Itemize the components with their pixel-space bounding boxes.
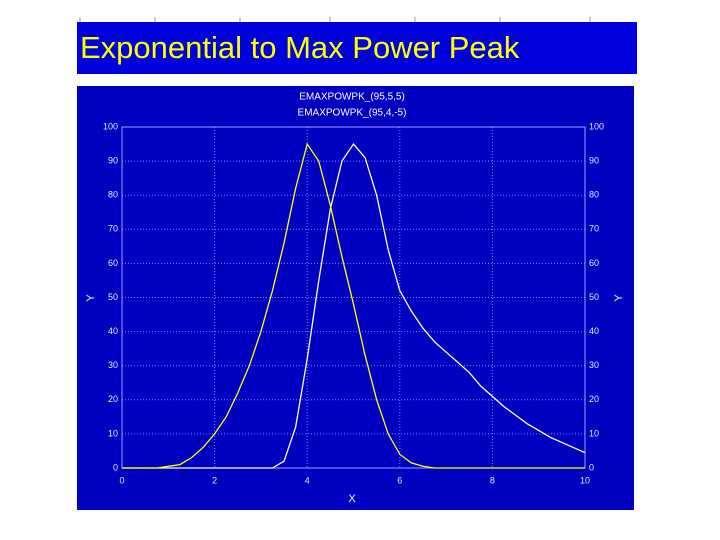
y-tick-label: 90: [108, 155, 118, 165]
y-tick-label-right: 80: [589, 190, 599, 200]
y-tick-label-right: 30: [589, 360, 599, 370]
series-line: [122, 142, 585, 469]
y-tick-label: 50: [108, 292, 118, 302]
title-banner: [77, 22, 637, 74]
y-tick-label-right: 90: [589, 155, 599, 165]
chart-panel: [77, 86, 634, 510]
x-tick-label: 6: [397, 475, 402, 485]
slide-title: Exponential to Max Power Peak: [80, 30, 520, 65]
y-tick-label-right: 100: [589, 121, 604, 131]
y-tick-label-right: 10: [589, 428, 599, 438]
x-tick-label: 2: [212, 475, 217, 485]
x-axis-label: X: [348, 493, 356, 505]
legend-entry: EMAXPOWPK_(95,5,5): [299, 92, 405, 103]
x-tick-label: 8: [490, 475, 495, 485]
plot-frame: [121, 126, 586, 469]
legend-entry: EMAXPOWPK_(95,4,-5): [298, 108, 407, 119]
y-axis-label: Y: [85, 294, 97, 302]
y-tick-label-right: 0: [589, 462, 594, 472]
y-tick-label: 100: [103, 121, 118, 131]
y-tick-label-right: 50: [589, 292, 599, 302]
y-tick-label-right: 20: [589, 394, 599, 404]
top-marks: [79, 17, 591, 22]
x-tick-label: 10: [580, 475, 590, 485]
y-tick-label-right: 40: [589, 326, 599, 336]
y-tick-label-right: 60: [589, 258, 599, 268]
y-tick-label: 0: [113, 462, 118, 472]
y-tick-label: 70: [108, 224, 118, 234]
series-line: [122, 142, 586, 469]
x-tick-label: 4: [305, 475, 310, 485]
y-tick-label: 20: [108, 394, 118, 404]
y-tick-label: 10: [108, 428, 118, 438]
y-tick-label: 80: [108, 190, 118, 200]
y-tick-label: 30: [108, 360, 118, 370]
y-tick-label: 60: [108, 258, 118, 268]
y-tick-label-right: 70: [589, 224, 599, 234]
x-tick-label: 0: [119, 475, 124, 485]
y-tick-label: 40: [108, 326, 118, 336]
y-axis-label-right: Y: [613, 294, 625, 302]
